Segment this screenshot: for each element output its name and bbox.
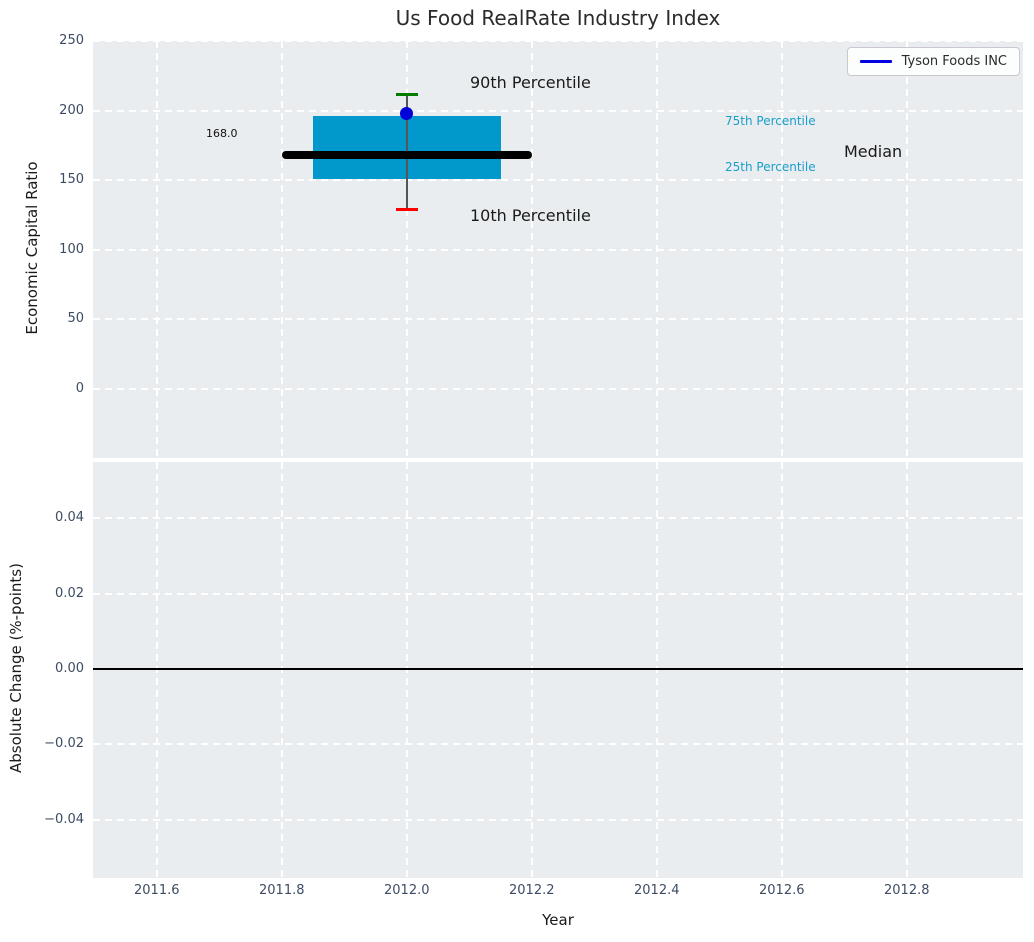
gridline-horizontal (93, 818, 1023, 821)
median-line (281, 151, 532, 160)
top-plot-area: 90th Percentile 10th Percentile 168.0 75… (93, 41, 1023, 458)
annotation-90th-percentile: 90th Percentile (470, 73, 591, 92)
y-tick-label: −0.04 (44, 811, 84, 827)
x-tick-label: 2012.8 (884, 883, 930, 898)
annotation-median-value: 168.0 (206, 127, 238, 140)
gridline-horizontal (93, 318, 1023, 321)
gridline-horizontal (93, 109, 1023, 112)
x-tick-label: 2011.6 (134, 883, 180, 898)
y-tick-label: 0.00 (55, 661, 84, 677)
y-tick-label: 0.02 (55, 585, 84, 601)
zero-baseline (93, 668, 1023, 671)
x-tick-label: 2012.4 (634, 883, 680, 898)
annotation-median: Median (844, 142, 903, 161)
y-tick-label: 200 (59, 102, 84, 118)
y-tick-label: 50 (67, 311, 84, 327)
x-tick-label: 2012.2 (509, 883, 555, 898)
x-axis-label: Year (542, 911, 574, 929)
gridline-horizontal (93, 743, 1023, 746)
x-tick-label: 2012.6 (759, 883, 805, 898)
gridline-horizontal (93, 179, 1023, 182)
y-tick-label: 250 (59, 33, 84, 48)
y-tick-label: 150 (59, 172, 84, 188)
x-tick-label: 2011.8 (259, 883, 305, 898)
annotation-75th-percentile: 75th Percentile (725, 114, 816, 128)
y-tick-label: 0.04 (55, 510, 84, 526)
legend-label: Tyson Foods INC (901, 54, 1007, 69)
gridline-horizontal (93, 517, 1023, 520)
x-tick-label: 2012.0 (384, 883, 430, 898)
legend: Tyson Foods INC (846, 47, 1020, 76)
y-tick-label: −0.02 (44, 736, 84, 752)
gridline-horizontal (93, 41, 1023, 42)
p10-whisker-cap (395, 208, 418, 212)
bottom-plot-area (93, 462, 1023, 878)
gridline-horizontal (93, 387, 1023, 390)
gridline-horizontal (93, 248, 1023, 251)
annotation-10th-percentile: 10th Percentile (470, 206, 591, 225)
y-tick-label: 0 (75, 380, 84, 396)
annotation-25th-percentile: 25th Percentile (725, 160, 816, 174)
gridline-horizontal (93, 592, 1023, 595)
chart-title: Us Food RealRate Industry Index (395, 6, 721, 30)
legend-line-icon (859, 60, 892, 63)
company-point (400, 106, 414, 120)
y-tick-label: 100 (59, 241, 84, 257)
p90-whisker-cap (395, 92, 418, 96)
